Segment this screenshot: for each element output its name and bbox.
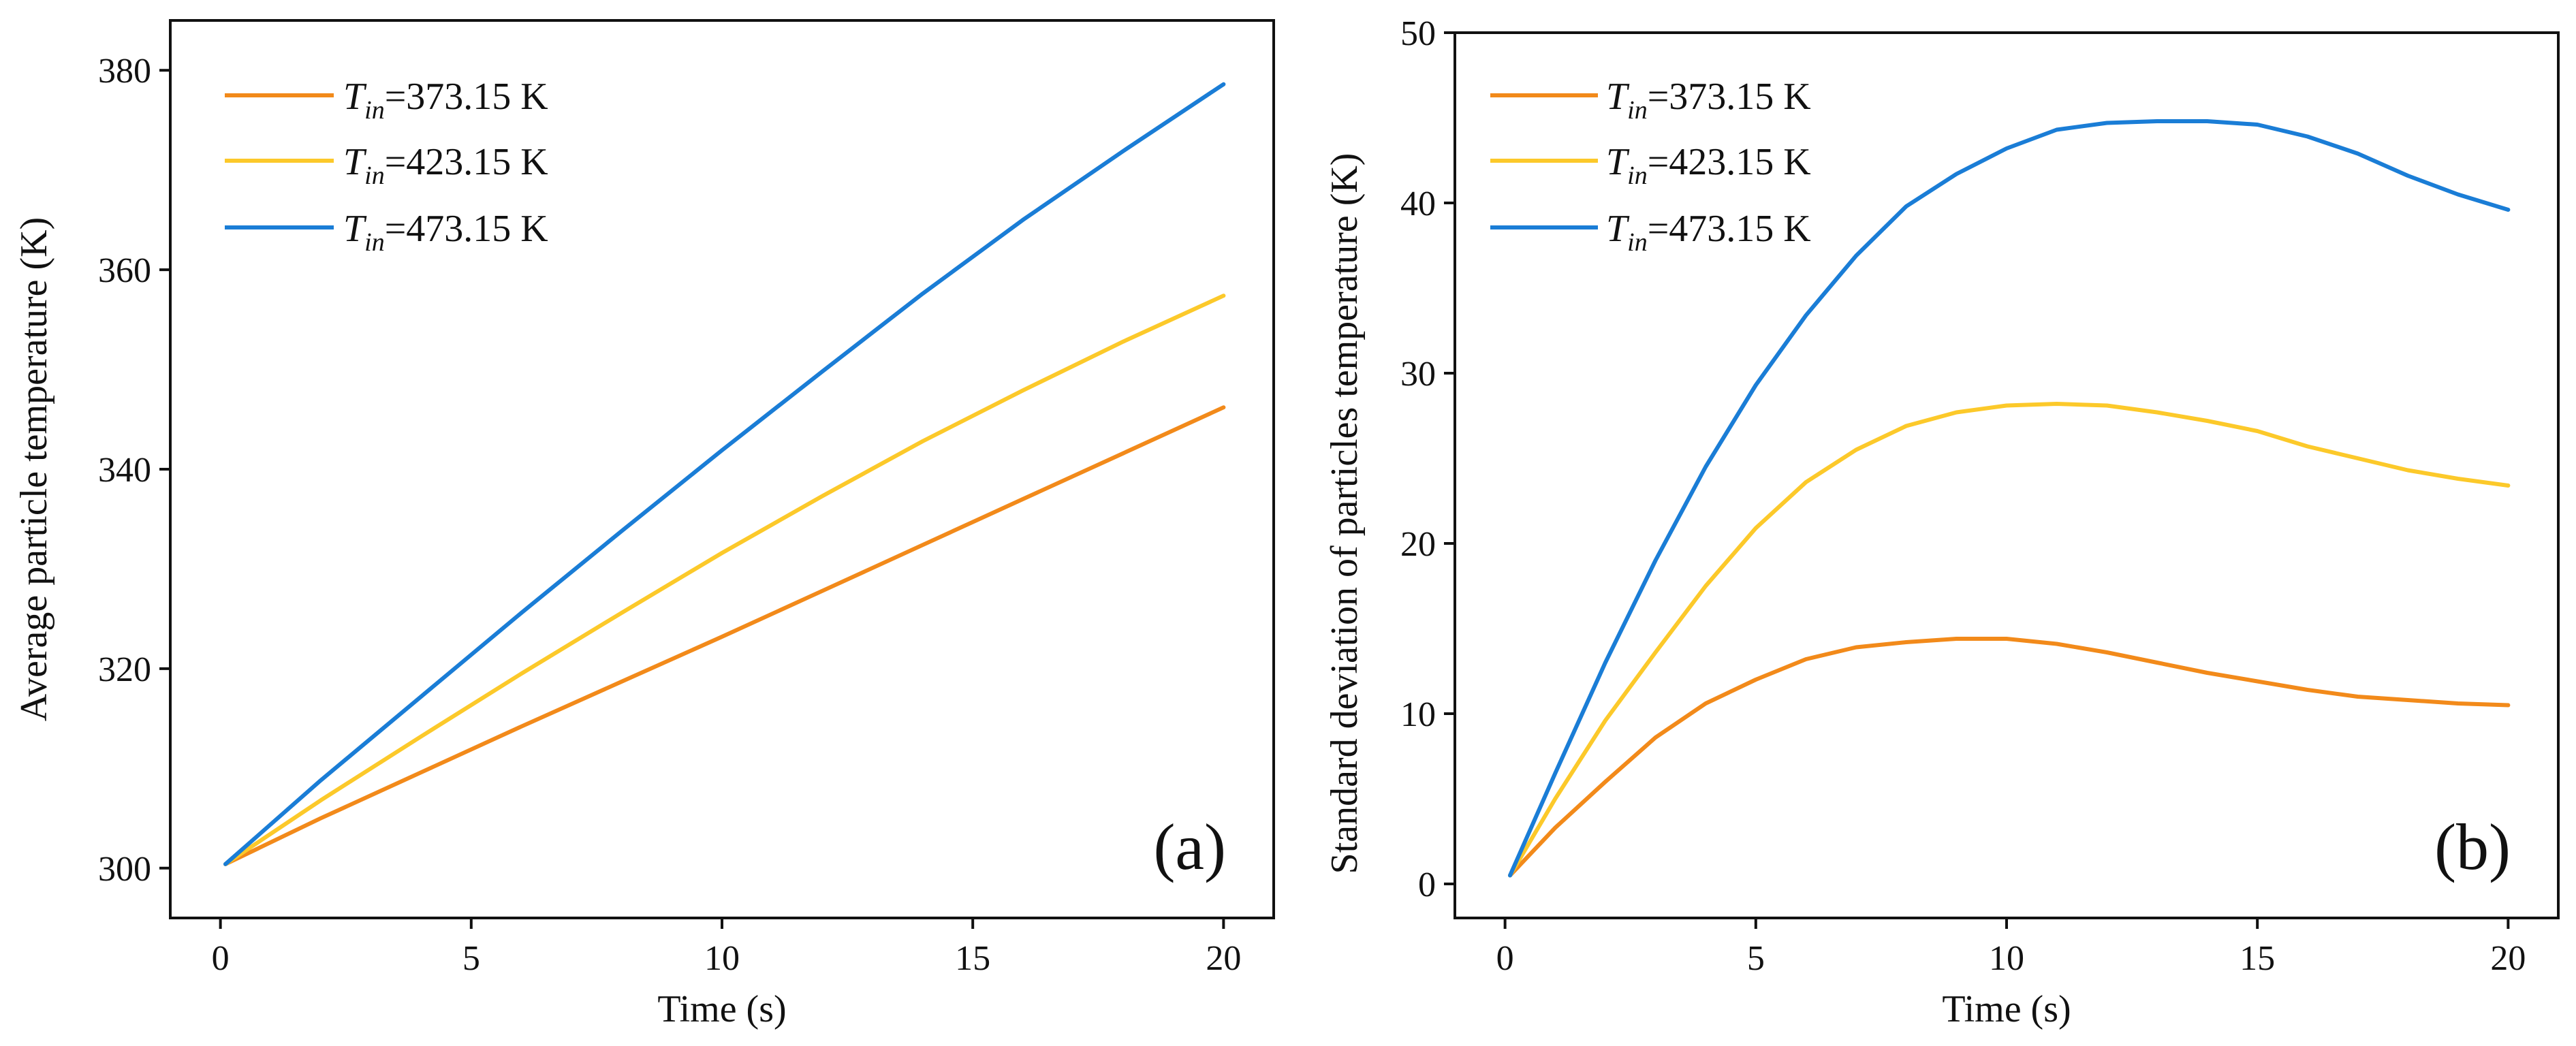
x-tick-label: 15 [955, 939, 990, 978]
x-tick-label: 0 [1496, 939, 1514, 978]
x-tick-label: 10 [1989, 939, 2024, 978]
legend-value: =473.15 K [385, 208, 548, 250]
panel-b: 0 5 10 15 20 0 10 20 30 40 50 Time (s) Standard d… [1323, 14, 2558, 1030]
legend-value: =423.15 K [385, 141, 548, 183]
y-tick-label: 30 [1400, 355, 1436, 394]
legend-symbol: T [343, 76, 367, 118]
legend-symbol: T [343, 208, 367, 250]
series-line-1 [225, 407, 1223, 864]
svg-text:Tin=373.15 K: Tin=373.15 K [343, 76, 548, 125]
svg-text:Tin=473.15 K: Tin=473.15 K [1606, 208, 1811, 257]
y-tick-label: 380 [98, 52, 151, 91]
legend-subscript: in [364, 161, 385, 190]
panel-b-legend-item: Tin=473.15 K [1490, 208, 1811, 257]
legend-value: =373.15 K [1648, 76, 1811, 118]
x-tick-label: 10 [704, 939, 740, 978]
x-tick-label: 15 [2240, 939, 2275, 978]
panel-a-legend-item: Tin=423.15 K [225, 141, 548, 190]
panel-b-legend: Tin=373.15 K Tin=423.15 K Tin=473.15 K [1490, 76, 1811, 257]
legend-symbol: T [1606, 208, 1630, 250]
panel-b-tag: (b) [2434, 810, 2511, 883]
panel-b-x-ticks: 0 5 10 15 20 [1496, 918, 2526, 978]
panel-a-legend: Tin=373.15 K Tin=423.15 K Tin=473.15 K [225, 76, 548, 257]
panel-a-y-ticks: 300 320 340 360 380 [98, 52, 170, 889]
legend-subscript: in [1627, 161, 1648, 190]
panel-a-legend-item: Tin=473.15 K [225, 208, 548, 257]
panel-b-legend-item: Tin=373.15 K [1490, 76, 1811, 125]
figure: 0 5 10 15 20 300320340360380 Time (s) Averag… [0, 0, 2576, 1046]
svg-text:Tin=473.15 K: Tin=473.15 K [343, 208, 548, 257]
legend-subscript: in [1627, 228, 1648, 257]
panel-b-legend-item: Tin=423.15 K [1490, 141, 1811, 190]
y-tick-label: 10 [1400, 695, 1436, 734]
panel-a-x-ticks: 0 5 10 15 20 [212, 918, 1242, 978]
y-tick-label: 300 [98, 850, 151, 889]
y-tick-label: 50 [1400, 14, 1436, 53]
legend-symbol: T [1606, 76, 1630, 118]
panel-b-y-ticks: 0 10 20 30 40 50 [1400, 14, 1455, 904]
legend-subscript: in [1627, 96, 1648, 125]
series-line-1 [1510, 639, 2508, 876]
legend-value: =373.15 K [385, 76, 548, 118]
x-tick-label: 20 [2490, 939, 2526, 978]
y-tick-label: 40 [1400, 185, 1436, 223]
panel-a-x-axis-title: Time (s) [657, 988, 786, 1030]
series-line-2 [225, 296, 1223, 864]
svg-text:Tin=423.15 K: Tin=423.15 K [343, 141, 548, 190]
y-tick-label: 20 [1400, 525, 1436, 564]
x-tick-label: 5 [462, 939, 480, 978]
panel-a-legend-item: Tin=373.15 K [225, 76, 548, 125]
svg-text:Tin=423.15 K: Tin=423.15 K [1606, 141, 1811, 190]
svg-text:Tin=373.15 K: Tin=373.15 K [1606, 76, 1811, 125]
y-tick-label: 340 [98, 451, 151, 490]
legend-subscript: in [364, 96, 385, 125]
x-tick-label: 0 [212, 939, 230, 978]
x-tick-label: 20 [1206, 939, 1241, 978]
panel-b-y-axis-title: Standard deviation of particles temperat… [1323, 153, 1366, 874]
legend-value: =423.15 K [1648, 141, 1811, 183]
legend-symbol: T [1606, 141, 1630, 183]
panel-a-tag: (a) [1153, 810, 1226, 883]
legend-value: =473.15 K [1648, 208, 1811, 250]
y-tick-label: 0 [1418, 866, 1436, 904]
legend-symbol: T [343, 141, 367, 183]
panel-a-series-lines [225, 84, 1223, 864]
panel-a: 0 5 10 15 20 300 320 340 360 380 Time (s) Averag… [13, 20, 1274, 1030]
y-tick-label: 360 [98, 251, 151, 290]
panel-a-plot-frame [170, 20, 1274, 918]
panel-b-x-axis-title: Time (s) [1942, 988, 2071, 1030]
legend-subscript: in [364, 228, 385, 257]
panel-a-y-axis-title: Average particle temperature (K) [13, 217, 55, 722]
x-tick-label: 5 [1747, 939, 1765, 978]
y-tick-label: 320 [98, 650, 151, 689]
